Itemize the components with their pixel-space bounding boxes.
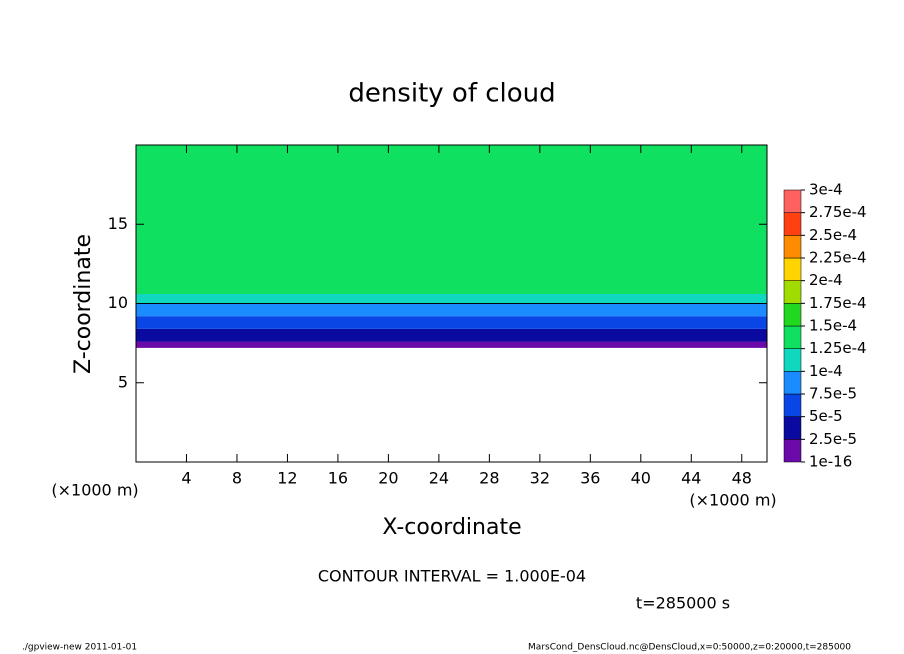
colorbar-box <box>783 212 802 236</box>
colorbar-label: 5e-5 <box>809 407 843 425</box>
colorbar-label: 2.5e-4 <box>809 226 857 244</box>
colorbar-box <box>783 393 802 417</box>
x-tick-label: 40 <box>631 469 651 488</box>
chart-title: density of cloud <box>348 79 555 109</box>
colorbar-label: 1e-16 <box>809 453 852 471</box>
colorbar-box <box>783 235 802 259</box>
colorbar-box <box>783 189 802 213</box>
x-tick-label: 20 <box>378 469 398 488</box>
colorbar-box <box>783 325 802 349</box>
y-tick-label: 10 <box>108 293 128 312</box>
colorbar-label: 3e-4 <box>809 181 843 199</box>
colorbar-label: 7.5e-5 <box>809 385 857 403</box>
x-tick-label: 12 <box>277 469 297 488</box>
x-tick-label: 32 <box>530 469 550 488</box>
density-band <box>136 328 767 342</box>
colorbar-label: 1e-4 <box>809 362 843 380</box>
density-band <box>136 341 767 348</box>
colorbar-label: 1.25e-4 <box>809 339 867 357</box>
footer-right: MarsCond_DensCloud.nc@DensCloud,x=0:5000… <box>528 643 851 653</box>
x-tick-label: 28 <box>479 469 499 488</box>
density-band <box>136 145 767 294</box>
colorbar-box <box>783 348 802 372</box>
density-band <box>136 293 767 304</box>
colorbar-box <box>783 439 802 463</box>
colorbar-label: 2.75e-4 <box>809 203 867 221</box>
colorbar-label: 1.5e-4 <box>809 317 857 335</box>
colorbar-label: 2e-4 <box>809 271 843 289</box>
colorbar-box <box>783 257 802 281</box>
colorbar-box <box>783 416 802 440</box>
y-tick-label: 15 <box>108 214 128 233</box>
x-axis-label: X-coordinate <box>382 515 521 540</box>
x-tick-label: 16 <box>328 469 348 488</box>
contour-note: CONTOUR INTERVAL = 1.000E-04 <box>318 567 586 586</box>
y-tick-label: 5 <box>118 372 128 391</box>
y-unit: (×1000 m) <box>51 481 138 500</box>
footer-left: ./gpview-new 2011-01-01 <box>22 643 137 653</box>
x-tick-label: 24 <box>429 469 449 488</box>
x-tick-label: 44 <box>681 469 701 488</box>
x-tick-label: 8 <box>232 469 242 488</box>
colorbar-box <box>783 371 802 395</box>
colorbar-box <box>783 280 802 304</box>
y-axis-label: Z-coordinate <box>71 234 96 374</box>
colorbar-box <box>783 303 802 327</box>
time-note: t=285000 s <box>636 594 730 613</box>
colorbar-label: 2.25e-4 <box>809 249 867 267</box>
colorbar-label: 2.5e-5 <box>809 430 857 448</box>
x-unit: (×1000 m) <box>689 491 776 510</box>
density-band <box>136 316 767 329</box>
x-tick-label: 36 <box>580 469 600 488</box>
colorbar-label: 1.75e-4 <box>809 294 867 312</box>
x-tick-label: 4 <box>181 469 191 488</box>
density-band <box>136 303 767 317</box>
x-tick-label: 48 <box>732 469 752 488</box>
